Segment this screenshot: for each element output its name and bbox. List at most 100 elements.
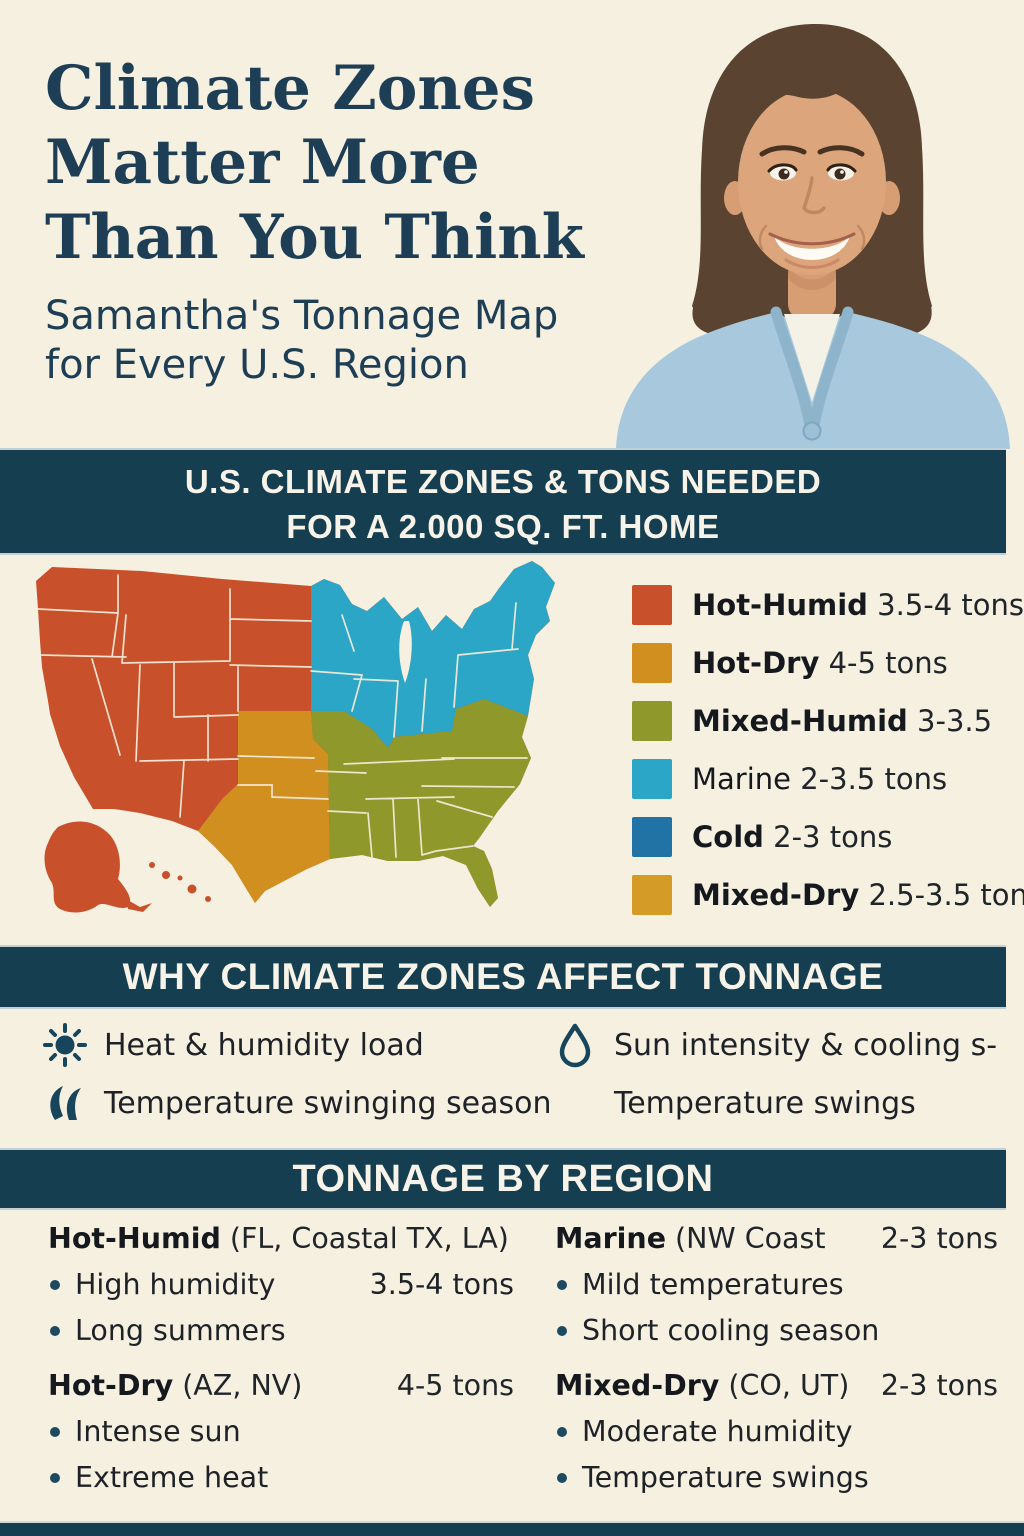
bullet-text: Long summers [75, 1314, 286, 1347]
why-text-temp-swinging: Temperature swinging season [104, 1085, 552, 1121]
bullet-tons: 3.5-4 tons [369, 1268, 514, 1301]
region-tons: 2-3 tons [880, 1369, 998, 1402]
legend-item-mixed-dry: Mixed-Dry 2.5-3.5 tons [632, 875, 1024, 915]
map-region-alaska[interactable] [44, 821, 131, 913]
legend-value: 2.5-3.5 tons [868, 878, 1024, 912]
bullet-text: Short cooling season [582, 1314, 880, 1347]
legend-value: 2-3 tons [773, 820, 893, 854]
legend-swatch-hot-humid [632, 585, 672, 625]
sun-icon [42, 1022, 88, 1068]
region-bullet: Short cooling season [555, 1314, 1004, 1347]
footer-accent-bar [0, 1521, 1024, 1536]
region-bullet: High humidity 3.5-4 tons [48, 1268, 520, 1301]
why-text-heat-humidity: Heat & humidity load [104, 1027, 424, 1063]
region-tons: 2-3 tons [880, 1222, 998, 1255]
bullet-text: Extreme heat [75, 1461, 269, 1494]
bullet-dot [50, 1325, 60, 1336]
legend-item-cold: Cold 2-3 tons [632, 817, 1024, 857]
why-section-banner: WHY CLIMATE ZONES AFFECT TONNAGE [0, 945, 1006, 1009]
bullet-dot [557, 1279, 567, 1290]
region-tons: 4-5 tons [396, 1369, 514, 1402]
why-banner-text: WHY CLIMATE ZONES AFFECT TONNAGE [122, 956, 884, 997]
legend-item-marine: Marine 2-3.5 tons [632, 759, 1024, 799]
bullet-dot [50, 1426, 60, 1437]
bullet-dot [50, 1472, 60, 1483]
why-item-sun-intensity: Sun intensity & cooling s- [552, 1016, 1024, 1074]
lake-michigan [399, 621, 412, 683]
region-name: Hot-Dry [48, 1369, 174, 1402]
alaska-panhandle [126, 899, 152, 912]
region-bullet: Extreme heat [48, 1461, 520, 1494]
region-bullet: Long summers [48, 1314, 520, 1347]
subtitle-line-1: Samantha's Tonnage Map [45, 293, 559, 339]
region-detail: (CO, UT) [728, 1369, 850, 1402]
legend-item-hot-humid: Hot-Humid 3.5-4 tons [632, 585, 1024, 625]
why-factors-grid: Heat & humidity load Sun intensity & coo… [42, 1016, 1024, 1132]
legend-swatch-hot-dry [632, 643, 672, 683]
why-item-temp-swinging: Temperature swinging season [42, 1074, 552, 1132]
legend-value: 2-3.5 tons [800, 762, 948, 796]
region-block-mixed-dry: Mixed-Dry (CO, UT) 2-3 tons Moderate hum… [555, 1369, 1004, 1494]
legend-name: Mixed-Dry [692, 878, 860, 912]
legend-name: Hot-Humid [692, 588, 868, 622]
why-item-heat-humidity: Heat & humidity load [42, 1016, 552, 1074]
empty-icon-slot [552, 1080, 598, 1126]
map-region-southeast[interactable] [311, 699, 531, 907]
map-legend: Hot-Humid 3.5-4 tons Hot-Dry 4-5 tons Mi… [632, 585, 1024, 915]
region-detail: (NW Coast [675, 1222, 826, 1255]
map-region-northeast-midwest[interactable] [311, 561, 555, 748]
legend-name: Cold [692, 820, 764, 854]
title-line-1: Climate Zones [45, 53, 535, 124]
region-heading: Hot-Dry (AZ, NV) 4-5 tons [48, 1369, 520, 1402]
map-banner-line-1: U.S. CLIMATE ZONES & TONS NEEDED [184, 463, 822, 500]
region-bullet: Mild temperatures [555, 1268, 1004, 1301]
region-heading: Marine (NW Coast 2-3 tons [555, 1222, 1004, 1255]
bullet-text: Moderate humidity [582, 1415, 853, 1448]
bullet-text: High humidity [75, 1268, 276, 1301]
region-heading: Mixed-Dry (CO, UT) 2-3 tons [555, 1369, 1004, 1402]
us-climate-zone-map [36, 561, 555, 913]
portrait-illustration [616, 23, 1010, 449]
hawaii-islands [149, 862, 211, 902]
why-text-temp-swings: Temperature swings [614, 1085, 916, 1121]
bullet-text: Mild temperatures [582, 1268, 844, 1301]
page-subtitle: Samantha's Tonnage Map for Every U.S. Re… [45, 292, 625, 390]
bullet-dot [557, 1325, 567, 1336]
legend-name: Mixed-Humid [692, 704, 908, 738]
swing-icon [42, 1080, 88, 1126]
title-line-3: Than You Think [45, 201, 584, 273]
region-bullet: Temperature swings [555, 1461, 1004, 1494]
legend-name: Hot-Dry [692, 646, 820, 680]
bullet-text: Temperature swings [582, 1461, 869, 1494]
droplet-icon [552, 1022, 598, 1068]
map-banner-line-2: FOR A 2.000 SQ. FT. HOME [286, 507, 720, 545]
tonnage-banner-text: TONNAGE BY REGION [292, 1158, 714, 1200]
why-item-temp-swings: Temperature swings [552, 1074, 1024, 1132]
region-heading: Hot-Humid (FL, Coastal TX, LA) [48, 1222, 520, 1255]
legend-swatch-cold [632, 817, 672, 857]
title-line-2: Matter More [45, 127, 480, 199]
region-detail: (AZ, NV) [182, 1369, 303, 1402]
region-block-marine: Marine (NW Coast 2-3 tons Mild temperatu… [555, 1222, 1004, 1347]
region-detail: (FL, Coastal TX, LA) [229, 1222, 509, 1255]
legend-value: 3-3.5 [917, 704, 993, 738]
legend-value: 4-5 tons [828, 646, 948, 680]
state-borders [37, 574, 528, 858]
tonnage-section-banner: TONNAGE BY REGION [0, 1148, 1006, 1210]
legend-swatch-mixed-dry [632, 875, 672, 915]
bullet-dot [557, 1426, 567, 1437]
page-title: Climate Zones Matter More Than You Think [45, 52, 625, 275]
region-block-hot-humid: Hot-Humid (FL, Coastal TX, LA) High humi… [48, 1222, 520, 1347]
region-name: Marine [555, 1222, 667, 1255]
legend-swatch-mixed-humid [632, 701, 672, 741]
region-bullet: Intense sun [48, 1415, 520, 1448]
map-region-south-central[interactable] [198, 711, 330, 903]
region-bullet: Moderate humidity [555, 1415, 1004, 1448]
region-name: Mixed-Dry [555, 1369, 720, 1402]
legend-swatch-marine [632, 759, 672, 799]
legend-name: Marine [692, 762, 791, 796]
samantha-portrait-photo [600, 0, 1024, 449]
climate-zone-map-section: Hot-Humid 3.5-4 tons Hot-Dry 4-5 tons Mi… [0, 555, 1024, 945]
region-name: Hot-Humid [48, 1222, 221, 1255]
